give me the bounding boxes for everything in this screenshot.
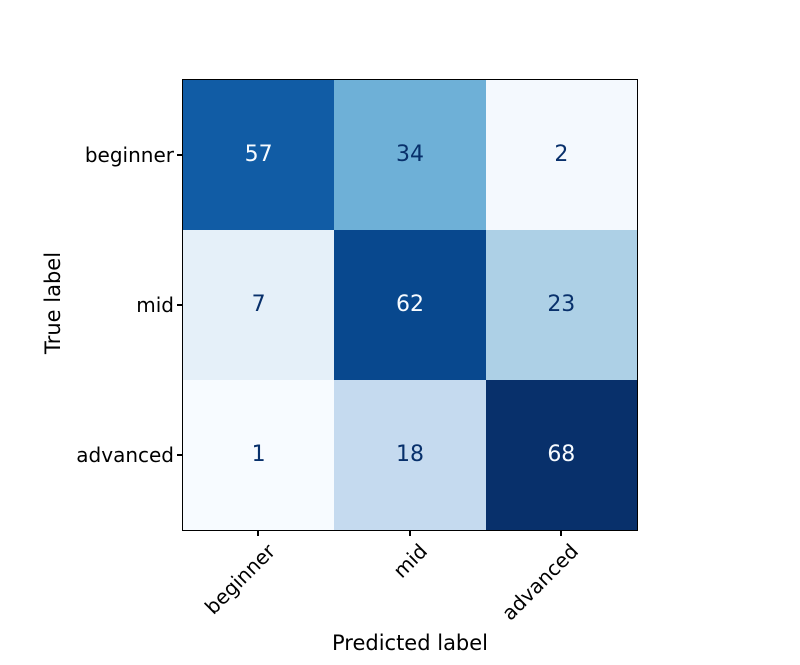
ytick-label-beginner: beginner (84, 143, 174, 167)
y-tick-mark (177, 304, 182, 306)
y-axis-title: True label (41, 251, 65, 355)
xtick-label-advanced: advanced (496, 539, 583, 626)
matrix-cell-mid-beginner: 7 (183, 230, 335, 380)
matrix-cell-beginner-beginner: 57 (183, 80, 335, 230)
x-axis-title: Predicted label (331, 631, 489, 655)
x-tick-mark (257, 531, 259, 536)
matrix-cell-advanced-beginner: 1 (183, 380, 335, 530)
matrix-cell-mid-advanced: 23 (485, 230, 637, 380)
ytick-label-mid: mid (136, 293, 174, 317)
matrix-cell-beginner-mid: 34 (334, 80, 486, 230)
ytick-label-advanced: advanced (76, 443, 174, 467)
matrix-cell-mid-mid: 62 (334, 230, 486, 380)
matrix-cell-beginner-advanced: 2 (485, 80, 637, 230)
matrix-cell-advanced-mid: 18 (334, 380, 486, 530)
y-tick-mark (177, 454, 182, 456)
x-tick-mark (560, 531, 562, 536)
matrix-cell-advanced-advanced: 68 (485, 380, 637, 530)
x-tick-mark (409, 531, 411, 536)
xtick-label-beginner: beginner (199, 539, 280, 620)
xtick-label-mid: mid (388, 539, 432, 583)
confusion-matrix-plot: 57 34 2 7 62 23 1 18 68 (182, 79, 638, 531)
y-tick-mark (177, 154, 182, 156)
